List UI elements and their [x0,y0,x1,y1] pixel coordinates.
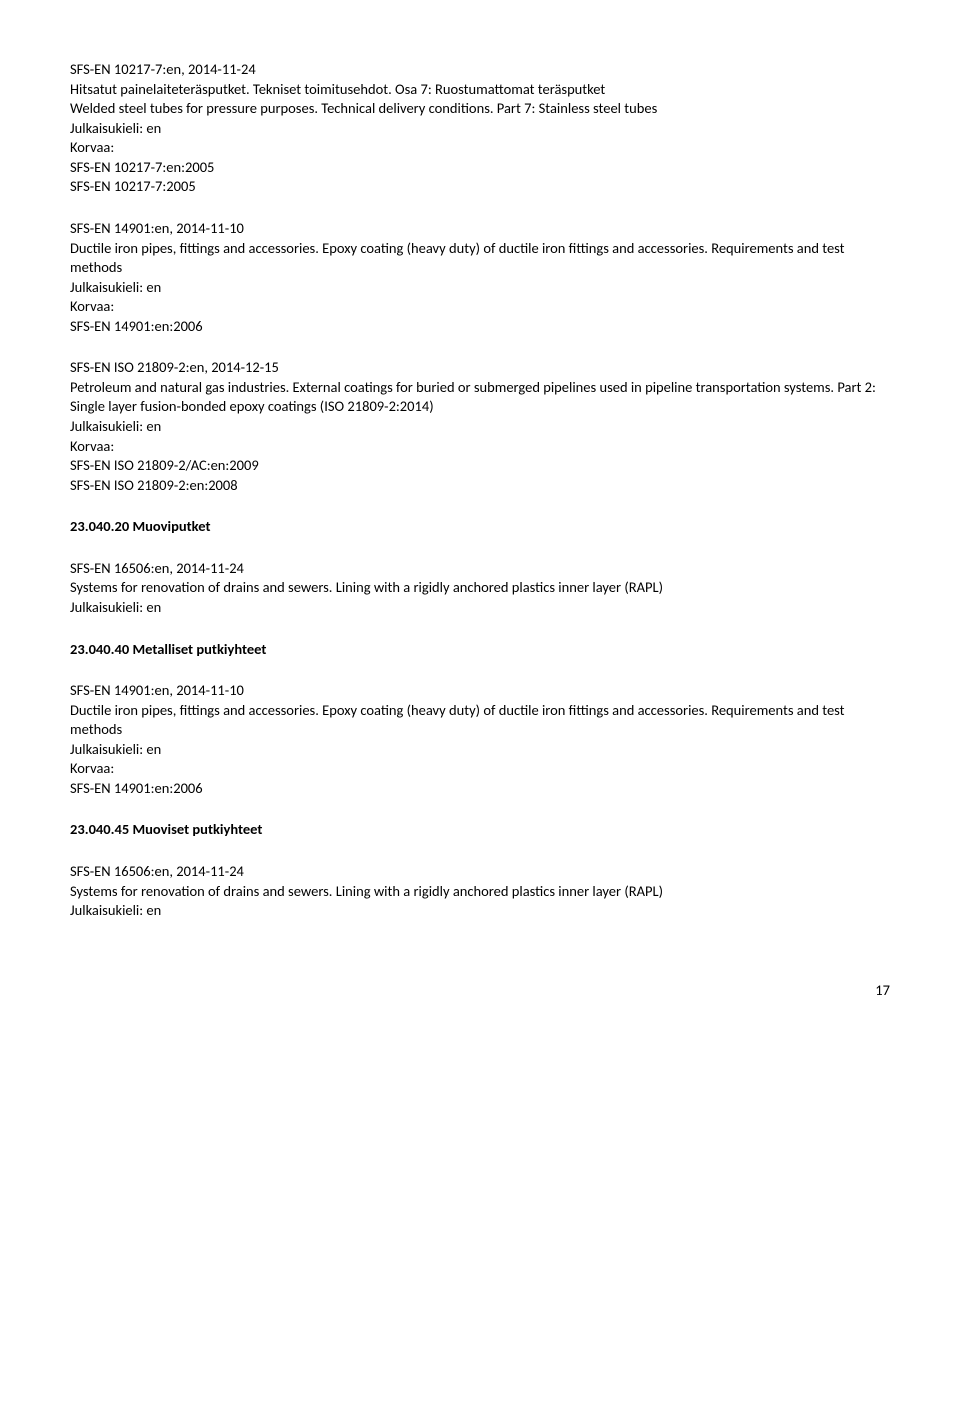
entry-line: Systems for renovation of drains and sew… [70,578,890,598]
standard-entry: SFS-EN 14901:en, 2014-11-10 Ductile iron… [70,219,890,336]
entry-line: Korvaa: [70,759,890,779]
entry-line: SFS-EN 14901:en, 2014-11-10 [70,681,890,701]
entry-line: Korvaa: [70,138,890,158]
entry-line: Welded steel tubes for pressure purposes… [70,99,890,119]
entries-block: SFS-EN 10217-7:en, 2014-11-24 Hitsatut p… [70,60,890,495]
entry-line: Ductile iron pipes, fittings and accesso… [70,701,890,740]
standard-entry: SFS-EN 10217-7:en, 2014-11-24 Hitsatut p… [70,60,890,197]
entry-line: SFS-EN 16506:en, 2014-11-24 [70,559,890,579]
entry-line: Julkaisukieli: en [70,598,890,618]
entry-line: SFS-EN ISO 21809-2/AC:en:2009 [70,456,890,476]
standard-entry: SFS-EN 16506:en, 2014-11-24 Systems for … [70,862,890,921]
entry-line: Korvaa: [70,297,890,317]
entry-line: Ductile iron pipes, fittings and accesso… [70,239,890,278]
entry-line: Julkaisukieli: en [70,119,890,139]
entry-line: Julkaisukieli: en [70,278,890,298]
entry-line: SFS-EN ISO 21809-2:en:2008 [70,476,890,496]
standard-entry: SFS-EN 16506:en, 2014-11-24 Systems for … [70,559,890,618]
entry-line: SFS-EN 16506:en, 2014-11-24 [70,862,890,882]
entry-line: SFS-EN 10217-7:en:2005 [70,158,890,178]
entry-line: SFS-EN 10217-7:en, 2014-11-24 [70,60,890,80]
entry-line: Julkaisukieli: en [70,417,890,437]
entry-line: SFS-EN 14901:en:2006 [70,779,890,799]
standard-entry: SFS-EN ISO 21809-2:en, 2014-12-15 Petrol… [70,358,890,495]
entry-line: Hitsatut painelaiteteräsputket. Tekniset… [70,80,890,100]
section-heading: 23.040.40 Metalliset putkiyhteet [70,640,890,660]
entry-line: Korvaa: [70,437,890,457]
entry-line: Julkaisukieli: en [70,901,890,921]
entry-line: SFS-EN 10217-7:2005 [70,177,890,197]
entry-line: SFS-EN 14901:en, 2014-11-10 [70,219,890,239]
section-heading: 23.040.20 Muoviputket [70,517,890,537]
entry-line: SFS-EN 14901:en:2006 [70,317,890,337]
entry-line: SFS-EN ISO 21809-2:en, 2014-12-15 [70,358,890,378]
standard-entry: SFS-EN 14901:en, 2014-11-10 Ductile iron… [70,681,890,798]
entry-line: Julkaisukieli: en [70,740,890,760]
entry-line: Systems for renovation of drains and sew… [70,882,890,902]
page-number: 17 [70,981,890,1001]
section-heading: 23.040.45 Muoviset putkiyhteet [70,820,890,840]
entry-line: Petroleum and natural gas industries. Ex… [70,378,890,417]
